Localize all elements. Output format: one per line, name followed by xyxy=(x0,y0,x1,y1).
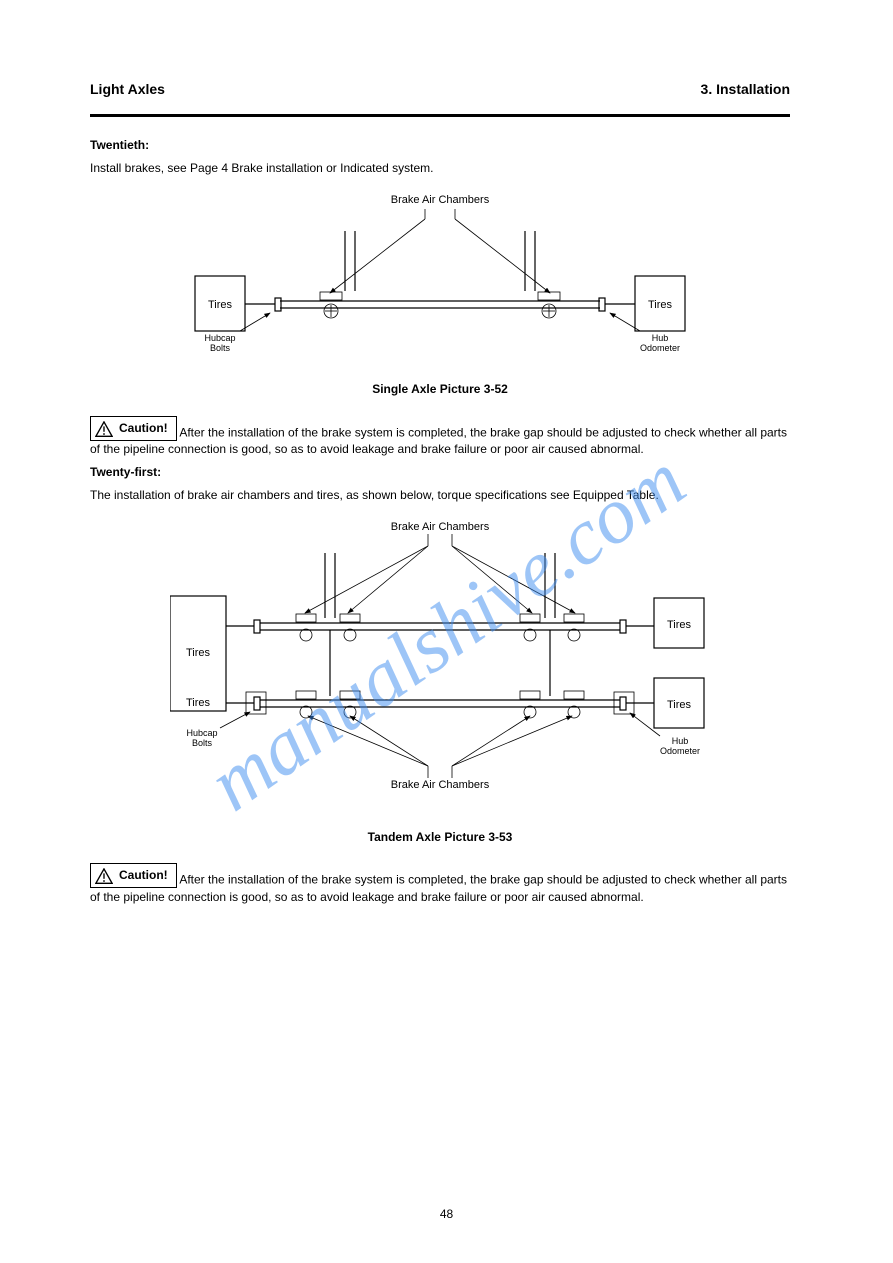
caution1-following-text: After the installation of the brake syst… xyxy=(90,426,787,457)
twenty-first-title: Twenty-first: xyxy=(90,464,790,481)
svg-text:Bolts: Bolts xyxy=(210,343,231,353)
fig1-left-tire: Tires xyxy=(208,299,233,311)
caution1-label: Caution! xyxy=(119,420,168,437)
fig2-tire-tl: Tires xyxy=(186,647,211,659)
fig1-right-small: Hub xyxy=(652,333,669,343)
header-rule xyxy=(90,114,790,117)
fig2-bottom-label: Brake Air Chambers xyxy=(391,779,490,791)
tandem-axle-diagram-svg: Brake Air Chambers Tires Tires xyxy=(170,518,710,818)
warning-triangle-icon xyxy=(95,421,113,437)
fig2-tire-tr: Tires xyxy=(667,619,692,631)
figure-single-axle: Brake Air Chambers Tires xyxy=(90,191,790,376)
figure2-caption: Tandem Axle Picture 3-53 xyxy=(90,829,790,846)
svg-text:Odometer: Odometer xyxy=(640,343,680,353)
caution-box-2: Caution! xyxy=(90,863,177,888)
svg-text:Hubcap: Hubcap xyxy=(186,728,217,738)
fig1-left-small: Hubcap xyxy=(204,333,235,343)
page-number: 48 xyxy=(0,1206,893,1223)
caution2-label: Caution! xyxy=(119,867,168,884)
page-content: Light Axles 3. Installation Twentieth: I… xyxy=(90,80,790,905)
fig2-tire-br: Tires xyxy=(667,699,692,711)
figure1-caption: Single Axle Picture 3-52 xyxy=(90,381,790,398)
twentieth-text: Install brakes, see Page 4 Brake install… xyxy=(90,160,790,177)
fig1-right-tire: Tires xyxy=(648,299,673,311)
svg-text:Bolts: Bolts xyxy=(192,738,213,748)
svg-text:Odometer: Odometer xyxy=(660,746,700,756)
twenty-first-text: The installation of brake air chambers a… xyxy=(90,487,790,504)
single-axle-diagram-svg: Brake Air Chambers Tires xyxy=(185,191,695,371)
caution-box-1: Caution! xyxy=(90,416,177,441)
header-right: 3. Installation xyxy=(701,80,790,100)
header-left: Light Axles xyxy=(90,80,165,100)
figure-tandem-axle: Brake Air Chambers Tires Tires xyxy=(90,518,790,823)
twentieth-title: Twentieth: xyxy=(90,137,790,154)
page-header: Light Axles 3. Installation xyxy=(90,80,790,110)
svg-text:Hub: Hub xyxy=(672,736,689,746)
fig2-top-label: Brake Air Chambers xyxy=(391,521,490,533)
warning-triangle-icon xyxy=(95,868,113,884)
fig1-top-label: Brake Air Chambers xyxy=(391,194,490,206)
caution2-following-text: After the installation of the brake syst… xyxy=(90,873,787,904)
fig2-tire-bl: Tires xyxy=(186,697,211,709)
